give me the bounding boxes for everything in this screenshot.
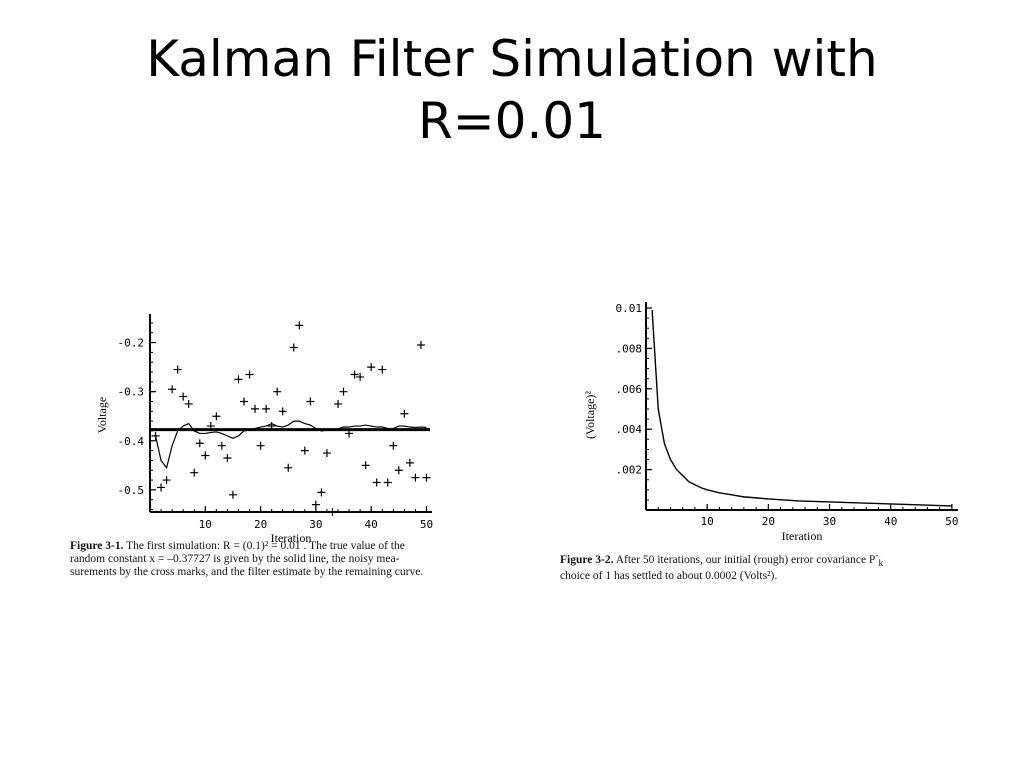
measurement-mark	[206, 422, 215, 431]
measurement-mark	[223, 453, 232, 462]
measurement-mark	[284, 463, 293, 472]
measurement-mark	[251, 404, 260, 413]
y-axis-title: Voltage	[95, 397, 109, 433]
y-tick-label: .002	[616, 464, 643, 477]
y-tick-label: -0.5	[118, 484, 145, 497]
x-tick-label: 40	[365, 518, 378, 531]
x-tick-label: 20	[254, 518, 267, 531]
y-tick-label: 0.01	[616, 302, 643, 315]
measurement-mark	[378, 365, 387, 374]
measurement-mark	[400, 409, 409, 418]
measurement-mark	[256, 441, 265, 450]
measurement-mark	[361, 461, 370, 470]
measurement-mark	[212, 412, 221, 421]
measurement-mark	[422, 473, 431, 482]
measurement-mark	[234, 375, 243, 384]
error-covariance-curve	[651, 310, 952, 507]
figure-1-caption-line3: surements by the cross marks, and the fi…	[70, 566, 424, 578]
y-tick-label: .004	[616, 423, 643, 436]
figure-1-caption-label: Figure 3-1.	[70, 540, 124, 552]
measurement-mark	[339, 387, 348, 396]
figure-2-caption-sub: k	[878, 558, 884, 570]
measurement-mark	[389, 441, 398, 450]
x-tick-label: 20	[762, 515, 775, 528]
measurement-mark	[157, 483, 166, 492]
slide-title: Kalman Filter Simulation with R=0.01	[100, 28, 924, 152]
measurement-mark	[162, 476, 171, 485]
measurement-mark	[278, 407, 287, 416]
measurement-mark	[350, 370, 359, 379]
measurement-mark	[322, 449, 331, 458]
measurement-mark	[184, 399, 193, 408]
x-tick-label: 40	[884, 515, 897, 528]
slide-title-line2: R=0.01	[418, 92, 606, 150]
x-tick-label: 10	[199, 518, 212, 531]
y-tick-label: -0.2	[118, 337, 145, 350]
measurement-mark	[367, 363, 376, 372]
measurement-mark	[328, 508, 337, 516]
figure-2-caption-sup: -	[875, 550, 879, 561]
measurement-mark	[383, 478, 392, 487]
y-axis-title: (Voltage)²	[583, 391, 597, 439]
measurement-mark	[273, 387, 282, 396]
x-tick-label: 50	[420, 518, 433, 531]
figure-2-caption-line1: After 50 iterations, our initial (rough)…	[615, 553, 876, 566]
measurement-mark	[394, 466, 403, 475]
measurement-mark	[267, 422, 276, 431]
x-tick-label: 50	[945, 515, 958, 528]
measurement-mark	[345, 429, 354, 438]
measurement-mark	[405, 458, 414, 467]
measurement-mark	[411, 473, 420, 482]
voltage-chart: -0.2 -0.3 -0.4 -0.5 10 20 30 40 50 Iteration Volta…	[95, 314, 433, 545]
y-tick-label: -0.3	[118, 386, 145, 399]
figure-voltage-scatter: -0.2 -0.3 -0.4 -0.5 10 20 30 40 50 Iteration Volta…	[60, 300, 500, 590]
figure-1-caption: Figure 3-1. The first simulation: R = (0…	[70, 540, 490, 579]
figure-2-caption-line2: choice of 1 has settled to about 0.0002 …	[560, 570, 778, 583]
measurement-mark	[300, 446, 309, 455]
x-tick-label: 30	[823, 515, 836, 528]
filter-estimate-curve	[154, 420, 427, 470]
measurement-mark	[217, 441, 226, 450]
measurement-mark	[228, 490, 237, 499]
measurement-mark	[334, 399, 342, 408]
measurement-mark	[372, 478, 381, 487]
measurement-mark	[201, 451, 210, 460]
figure-error-covariance: .002 .004 .006 .008 0.01 10 20 30 40 50 Iteration (…	[556, 292, 996, 592]
measurement-mark	[289, 343, 298, 352]
measurement-mark	[356, 372, 365, 381]
figure-2-caption-label: Figure 3-2.	[560, 553, 614, 566]
measurement-mark	[295, 321, 304, 330]
covariance-chart: .002 .004 .006 .008 0.01 10 20 30 40 50 Iteration (…	[583, 302, 959, 543]
figure-1-caption-line1: The first simulation: R = (0.1)² = 0.01 …	[126, 540, 405, 552]
measurement-mark	[151, 431, 160, 440]
y-tick-label: .006	[616, 383, 643, 396]
x-axis-title: Iteration	[271, 531, 312, 545]
slide-title-line1: Kalman Filter Simulation with	[146, 30, 878, 88]
x-tick-label: 30	[309, 518, 322, 531]
measurement-mark	[179, 392, 188, 401]
measurement-mark	[317, 488, 326, 497]
measurement-mark	[190, 468, 199, 477]
y-tick-label: .008	[616, 342, 643, 355]
measurement-mark	[240, 397, 248, 406]
measurement-mark	[168, 385, 177, 394]
measurement-mark	[416, 341, 425, 350]
measurement-mark	[306, 397, 315, 406]
y-tick-label: -0.4	[118, 435, 145, 448]
measurement-mark	[311, 500, 320, 509]
figure-2-caption: Figure 3-2. After 50 iterations, our ini…	[560, 549, 1000, 583]
measurement-mark	[262, 404, 271, 413]
measurement-mark	[245, 370, 254, 379]
measurement-mark	[195, 439, 204, 448]
measurement-mark	[173, 365, 182, 374]
x-tick-label: 10	[701, 515, 714, 528]
figure-1-caption-line2: random constant x = –0.37727 is given by…	[70, 553, 400, 565]
x-axis-title: Iteration	[782, 529, 823, 543]
